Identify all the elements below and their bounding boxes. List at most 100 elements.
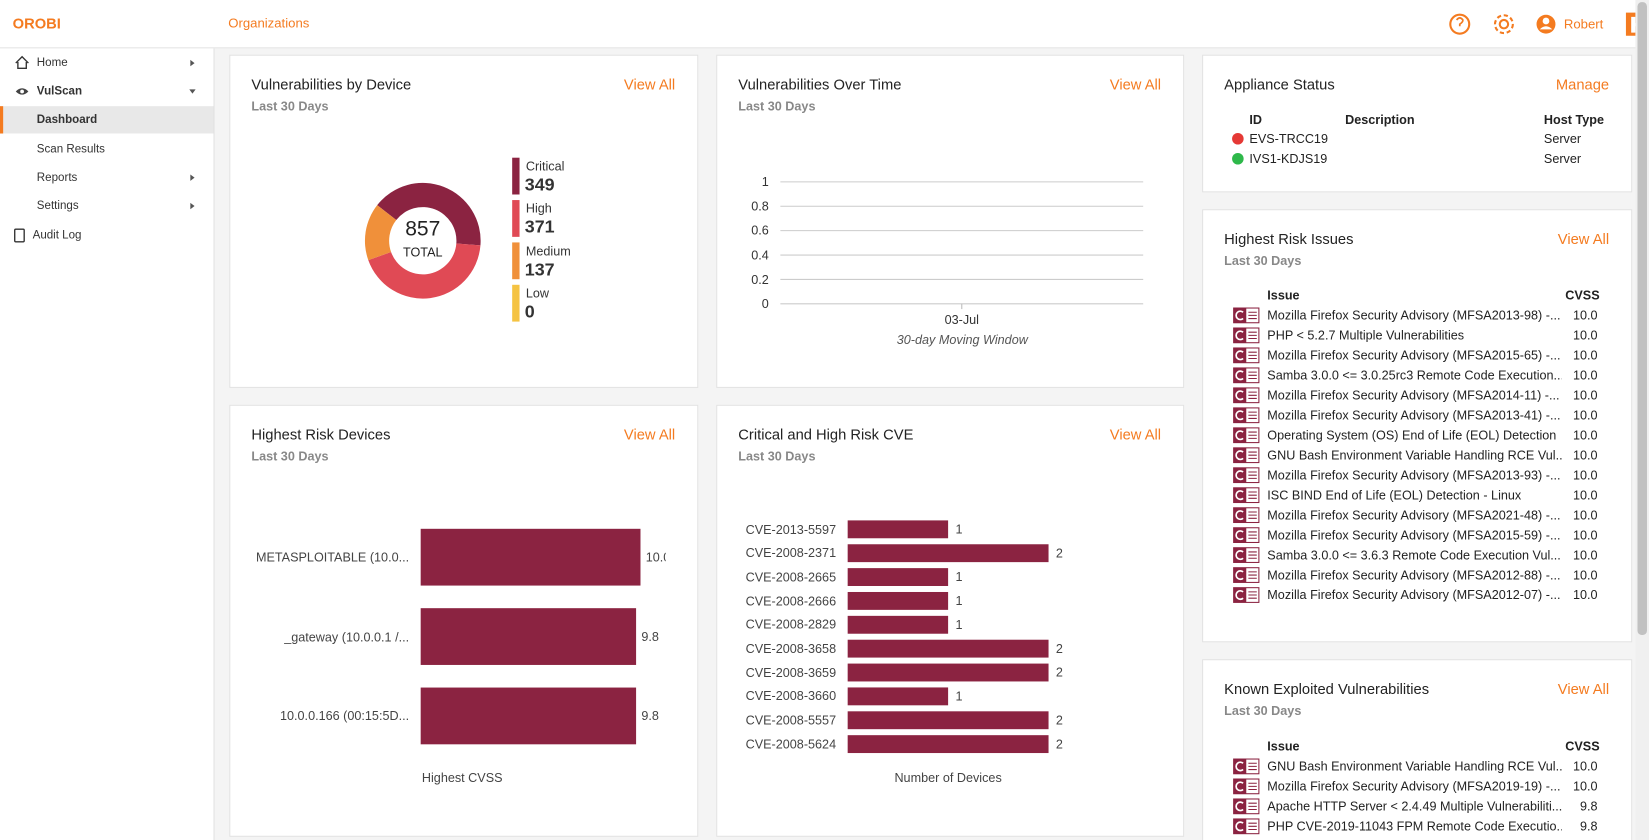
issue-name[interactable]: Mozilla Firefox Security Advisory (MFSA2… bbox=[1267, 387, 1560, 403]
y-tick-label: 0.8 bbox=[751, 198, 769, 214]
cvss: 10.0 bbox=[1572, 387, 1598, 403]
total-value: 857 bbox=[405, 219, 441, 239]
issue-name[interactable]: PHP CVE-2019-11043 FPM Remote Code Execu… bbox=[1267, 818, 1562, 834]
issue-icon-lines bbox=[1248, 511, 1257, 519]
bar bbox=[847, 615, 949, 634]
card bbox=[716, 54, 1185, 388]
status-dot bbox=[1232, 152, 1244, 165]
issue-icon-lines bbox=[1248, 491, 1257, 499]
card-link[interactable]: View All bbox=[1109, 75, 1162, 93]
issue-icon-lines bbox=[1248, 331, 1257, 340]
issue-icon-c bbox=[1235, 590, 1244, 601]
issue-icon-c bbox=[1235, 370, 1244, 381]
issue-icon-lines bbox=[1248, 431, 1257, 439]
issue-name[interactable]: Mozilla Firefox Security Advisory (MFSA2… bbox=[1267, 407, 1561, 423]
x-axis-label: 30-day Moving Window bbox=[896, 332, 1028, 347]
issue-icon-lines bbox=[1248, 822, 1257, 831]
value-label: 1 bbox=[955, 570, 962, 584]
issue-icon-c bbox=[1235, 550, 1244, 561]
card-link[interactable]: View All bbox=[623, 75, 676, 93]
issue-name[interactable]: Mozilla Firefox Security Advisory (MFSA2… bbox=[1267, 587, 1561, 603]
issue-name[interactable]: Mozilla Firefox Security Advisory (MFSA2… bbox=[1267, 567, 1561, 583]
issue-name[interactable]: Samba 3.0.0 <= 3.0.25rc3 Remote Code Exe… bbox=[1267, 367, 1562, 383]
cvss: 10.0 bbox=[1572, 467, 1598, 483]
device-id[interactable]: EVS-TRCC19 bbox=[1249, 131, 1328, 147]
bar-group: 1 2 1 1 1 2 2 1 2 2 bbox=[847, 520, 1063, 754]
issue-icon-lines bbox=[1248, 471, 1257, 479]
bar bbox=[420, 687, 637, 745]
card-subtitle: Last 30 Days bbox=[251, 448, 329, 464]
cvss: 10.0 bbox=[1572, 407, 1598, 423]
card-title: Vulnerabilities Over Time bbox=[738, 75, 902, 93]
card-title: Known Exploited Vulnerabilities bbox=[1224, 680, 1430, 698]
menu-item[interactable]: Home bbox=[36, 56, 68, 70]
issue-icon-lines bbox=[1248, 351, 1257, 360]
issue-name[interactable]: ISC BIND End of Life (EOL) Detection - L… bbox=[1267, 487, 1522, 503]
issue-name[interactable]: Samba 3.0.0 <= 3.6.3 Remote Code Executi… bbox=[1267, 547, 1561, 563]
menu-item[interactable]: Audit Log bbox=[32, 229, 82, 242]
card-link[interactable]: View All bbox=[623, 425, 676, 443]
issue-name[interactable]: Mozilla Firefox Security Advisory (MFSA2… bbox=[1267, 527, 1561, 543]
category-label: CVE-2008-3658 bbox=[745, 641, 837, 657]
issue-icon-c bbox=[1235, 761, 1244, 772]
sidebar bbox=[0, 48, 215, 840]
cvss: 10.0 bbox=[1572, 527, 1598, 543]
issue-name[interactable]: Apache HTTP Server < 2.4.49 Multiple Vul… bbox=[1267, 798, 1562, 814]
issue-name[interactable]: Mozilla Firefox Security Advisory (MFSA2… bbox=[1267, 779, 1561, 794]
x-axis-label: Highest CVSS bbox=[421, 770, 503, 786]
issue-name[interactable]: Mozilla Firefox Security Advisory (MFSA2… bbox=[1267, 308, 1561, 323]
y-tick-label: 0 bbox=[761, 296, 769, 312]
column-header: Description bbox=[1345, 112, 1415, 128]
bar-group: 10.0 9.8 9.8 bbox=[420, 528, 666, 745]
menu-item[interactable]: Settings bbox=[36, 199, 79, 213]
issue-name[interactable]: Mozilla Firefox Security Advisory (MFSA2… bbox=[1267, 347, 1561, 363]
cvss: 10.0 bbox=[1572, 487, 1598, 503]
issue-name[interactable]: Operating System (OS) End of Life (EOL) … bbox=[1267, 427, 1557, 443]
legend-swatch bbox=[512, 284, 520, 322]
category-label: _gateway (10.0.0.1 /... bbox=[284, 629, 410, 644]
issue-name[interactable]: Mozilla Firefox Security Advisory (MFSA2… bbox=[1267, 467, 1561, 483]
cvss: 10.0 bbox=[1572, 779, 1598, 794]
issue-name[interactable]: PHP < 5.2.7 Multiple Vulnerabilities bbox=[1267, 328, 1465, 343]
value-label: 2 bbox=[1056, 737, 1063, 751]
cvss: 10.0 bbox=[1572, 507, 1598, 523]
user-icon-body bbox=[1539, 26, 1553, 30]
issue-icon-lines bbox=[1248, 391, 1257, 399]
card-link[interactable]: View All bbox=[1557, 680, 1610, 698]
logo[interactable]: OROBI bbox=[12, 14, 61, 32]
value-label: 1 bbox=[955, 618, 962, 632]
issue-icon-c bbox=[1235, 510, 1244, 521]
cvss: 10.0 bbox=[1572, 347, 1598, 363]
column-header: CVSS bbox=[1565, 739, 1600, 754]
issue-icon-c bbox=[1235, 490, 1244, 501]
nav-link[interactable]: Organizations bbox=[228, 15, 310, 31]
cvss: 9.8 bbox=[1579, 818, 1598, 834]
bar bbox=[847, 639, 1049, 658]
issue-name[interactable]: GNU Bash Environment Variable Handling R… bbox=[1267, 447, 1562, 463]
device-id[interactable]: IVS1-KDJS19 bbox=[1249, 151, 1328, 167]
card-link[interactable]: View All bbox=[1109, 425, 1162, 443]
legend-value: 371 bbox=[524, 217, 555, 237]
issue-icon-lines bbox=[1248, 762, 1257, 771]
header-icons[interactable] bbox=[1449, 13, 1514, 35]
bar bbox=[847, 591, 949, 610]
log-icon bbox=[14, 228, 25, 243]
cvss: 9.8 bbox=[1579, 798, 1598, 814]
menu-item[interactable]: VulScan bbox=[36, 85, 83, 98]
user-name[interactable]: Robert bbox=[1563, 16, 1604, 32]
bar bbox=[847, 544, 1049, 563]
issue-icon-c bbox=[1235, 350, 1244, 361]
menu-item[interactable]: Scan Results bbox=[36, 142, 105, 156]
scroll-thumb[interactable] bbox=[1637, 2, 1647, 635]
issue-name[interactable]: Mozilla Firefox Security Advisory (MFSA2… bbox=[1267, 507, 1561, 523]
donut-segment bbox=[377, 182, 481, 246]
issue-icon-c bbox=[1235, 390, 1244, 401]
card-link[interactable]: Manage bbox=[1555, 75, 1610, 93]
menu-item[interactable]: Reports bbox=[36, 171, 78, 184]
issue-icon-lines bbox=[1248, 531, 1257, 539]
card bbox=[1202, 54, 1633, 193]
issue-icon-c bbox=[1235, 530, 1244, 541]
menu-item[interactable]: Dashboard bbox=[36, 113, 98, 127]
issue-name[interactable]: GNU Bash Environment Variable Handling R… bbox=[1267, 759, 1562, 774]
card-link[interactable]: View All bbox=[1557, 230, 1610, 248]
